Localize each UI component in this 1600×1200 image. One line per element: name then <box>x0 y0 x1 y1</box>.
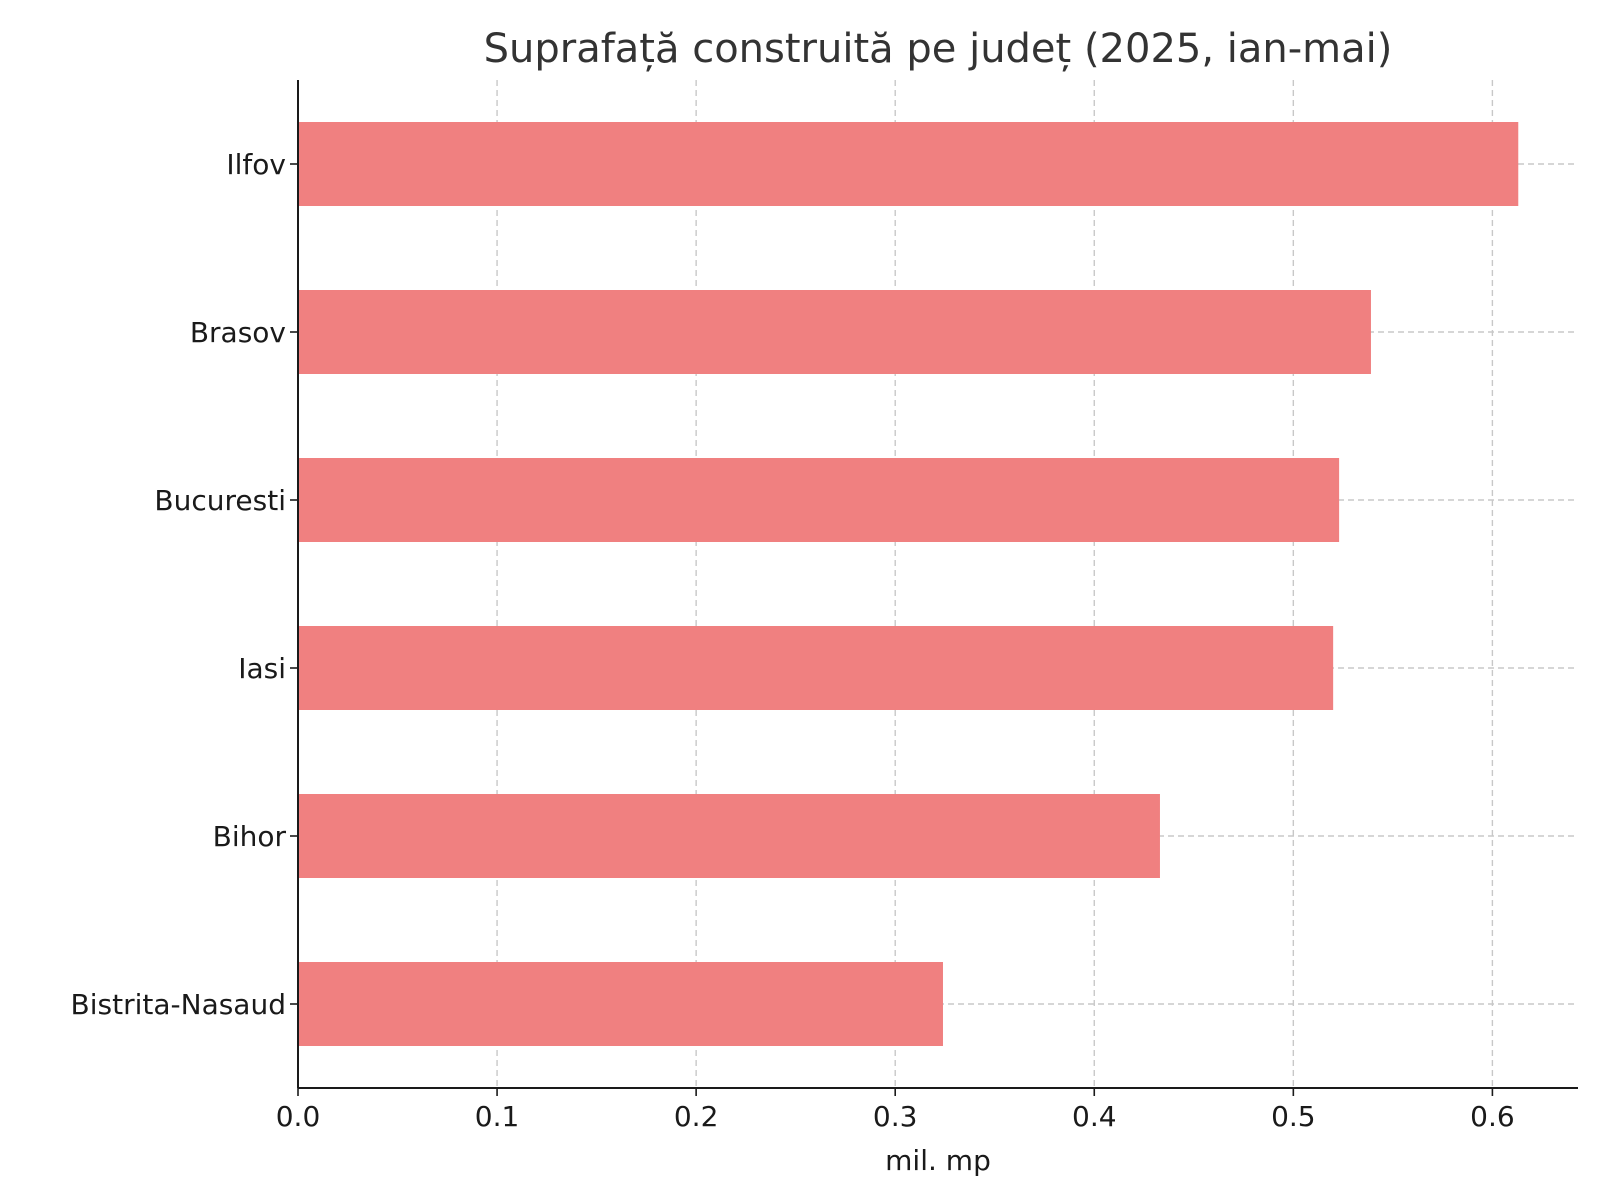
x-axis-label: mil. mp <box>885 1144 991 1177</box>
axes <box>297 80 1578 1089</box>
x-tick-label-4: 0.4 <box>1072 1100 1117 1133</box>
x-tick-label-2: 0.2 <box>674 1100 719 1133</box>
bar-brasov <box>298 290 1371 374</box>
y-tick-label-bihor: Bihor <box>213 820 287 853</box>
y-tick-label-iasi: Iasi <box>238 652 286 685</box>
bar-bucuresti <box>298 458 1340 542</box>
y-tick-label-ilfov: Ilfov <box>226 148 286 181</box>
bar-ilfov <box>298 122 1519 206</box>
x-tick-label-3: 0.3 <box>873 1100 918 1133</box>
x-tick-label-1: 0.1 <box>475 1100 520 1133</box>
tick-labels: 0.0 0.1 0.2 0.3 0.4 0.5 0.6 Ilfov Brasov Bucurest… <box>71 148 1515 1133</box>
bar-bihor <box>298 794 1160 878</box>
bar-bistrita-nasaud <box>298 962 943 1046</box>
bar-iasi <box>298 626 1334 710</box>
x-tick-label-5: 0.5 <box>1271 1100 1316 1133</box>
y-tick-label-bistrita-nasaud: Bistrita-Nasaud <box>71 988 286 1021</box>
y-tick-label-bucuresti: Bucuresti <box>154 484 286 517</box>
bars <box>298 122 1519 1046</box>
grid-lines <box>297 80 1578 1088</box>
chart-title: Suprafață construită pe județ (2025, ian… <box>484 26 1393 72</box>
x-tick-label-6: 0.6 <box>1470 1100 1515 1133</box>
x-tick-label-0: 0.0 <box>276 1100 321 1133</box>
y-tick-label-brasov: Brasov <box>190 316 286 349</box>
